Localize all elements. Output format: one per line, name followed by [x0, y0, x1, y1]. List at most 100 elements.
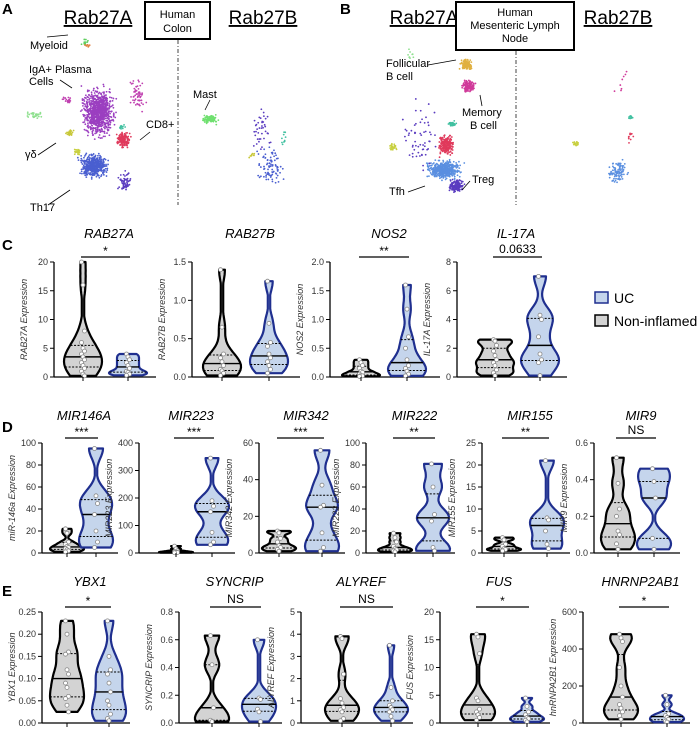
data-point — [221, 363, 226, 368]
y-tick-label: 5 — [43, 343, 48, 353]
y-tick-label: 200 — [562, 681, 577, 691]
data-point — [544, 541, 550, 547]
data-point — [394, 539, 399, 545]
data-point — [429, 518, 434, 524]
y-tick-label: 100 — [21, 438, 36, 448]
data-point — [208, 455, 213, 461]
data-point — [92, 545, 97, 550]
chart-title: MIR222 — [392, 408, 438, 423]
data-point — [266, 363, 272, 368]
y-tick-label: 0 — [429, 718, 434, 728]
y-tick-label: 0.00 — [18, 718, 36, 728]
title-box-colon — [144, 1, 211, 40]
data-point — [79, 259, 84, 265]
umap-colon: Rab27A Rab27B Human Colon Myeloid IgA+ Plasma… — [25, 1, 297, 214]
data-point — [66, 709, 71, 715]
y-tick-label: 20 — [26, 526, 36, 536]
data-point — [64, 530, 70, 536]
chart-title: MIR9 — [625, 408, 656, 423]
label-leader-line — [46, 34, 69, 38]
significance-label: ** — [521, 425, 531, 439]
header-rab27a-lymph: Rab27A — [390, 8, 459, 29]
data-point — [406, 363, 411, 368]
data-point — [211, 503, 216, 509]
data-point — [492, 338, 498, 344]
data-point — [653, 495, 658, 501]
cell-label-plasma_1: IgA+ Plasma — [29, 64, 93, 76]
data-point — [93, 493, 99, 499]
y-tick-label: 8 — [446, 257, 451, 267]
y-tick-label: 20 — [38, 257, 48, 267]
y-axis-label: MIR222 Expression — [331, 459, 341, 538]
data-point — [256, 709, 262, 715]
data-point — [614, 541, 619, 547]
cell-label-mem_2: B cell — [470, 120, 497, 132]
label-leader-line — [427, 59, 457, 66]
data-point — [92, 446, 97, 451]
data-point — [404, 357, 410, 363]
data-point — [537, 373, 543, 378]
y-tick-label: 20 — [350, 526, 360, 536]
data-point — [80, 282, 86, 288]
data-point — [338, 718, 343, 724]
violin-chart-hnrnp2ab1: HNRNP2AB1 0 200 400 600 hnRNPA2B1 Expression * — [548, 574, 690, 728]
data-point — [615, 546, 621, 552]
data-point — [268, 340, 273, 345]
data-point — [664, 702, 670, 707]
violin-uc — [77, 446, 115, 550]
data-point — [614, 513, 619, 519]
data-point — [64, 702, 70, 708]
data-point — [82, 365, 87, 371]
data-point — [219, 359, 225, 365]
data-point — [63, 696, 68, 701]
y-axis-label: ALYREF Expression — [266, 627, 276, 709]
y-tick-label: 0.0 — [575, 548, 588, 558]
label-leader-line — [139, 131, 151, 141]
data-point — [620, 694, 625, 700]
chart-title: FUS — [486, 574, 512, 589]
data-point — [388, 713, 394, 719]
data-point — [620, 709, 625, 715]
y-axis-label: RAB27A Expression — [19, 279, 29, 360]
data-point — [219, 324, 225, 330]
data-point — [615, 480, 621, 486]
violin-chart-mir342: MIR342 0 20 40 60 MIR342 Expression *** — [224, 408, 345, 558]
cell-label-gd: γδ — [25, 149, 37, 161]
data-point — [265, 278, 270, 284]
data-point — [477, 651, 482, 657]
data-point — [63, 651, 68, 657]
panel-label-e: E — [2, 583, 12, 600]
data-point — [106, 654, 112, 659]
data-point — [211, 705, 216, 711]
violin-non-inflamed — [485, 535, 523, 554]
data-point — [539, 317, 544, 322]
data-point — [95, 501, 100, 506]
cell-label-tfh: Tfh — [389, 186, 405, 198]
data-point — [617, 665, 622, 670]
data-point — [406, 334, 411, 340]
data-point — [650, 535, 655, 541]
data-point — [526, 709, 531, 715]
y-tick-label: 0.2 — [160, 690, 173, 700]
label-leader-line — [47, 189, 71, 206]
significance-label: NS — [227, 592, 244, 606]
data-point — [492, 353, 498, 358]
data-point — [339, 636, 345, 642]
y-tick-label: 2 — [290, 674, 295, 684]
title-box-line: Colon — [163, 23, 192, 35]
violin-non-inflamed — [48, 618, 86, 715]
data-point — [127, 357, 132, 363]
data-point — [618, 716, 624, 722]
y-axis-label: hnRNPA2B1 Expression — [548, 619, 558, 716]
data-point — [258, 697, 263, 702]
title-box-line: Human — [160, 9, 195, 21]
cell-label-foll_1: Follicular — [386, 58, 430, 70]
violin-uc — [240, 637, 278, 725]
data-point — [429, 461, 434, 467]
violin-chart-alyref: ALYREF 0 1 2 3 4 5 ALYREF Expression NS — [266, 574, 413, 728]
violin-non-inflamed — [459, 631, 497, 723]
cell-label-cd8: CD8+ — [146, 119, 174, 131]
data-point — [524, 703, 530, 709]
chart-title: MIR146A — [57, 408, 111, 423]
violin-body — [193, 634, 231, 723]
